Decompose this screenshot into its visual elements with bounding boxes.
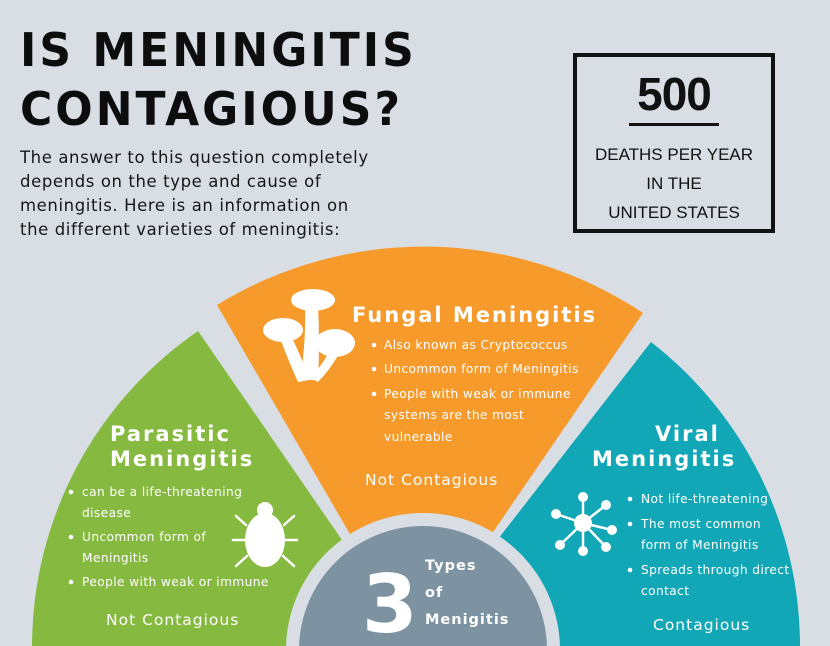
fungal-bullet-3: People with weak or immune — [384, 387, 571, 401]
viral-title-line-2: Meningitis — [592, 447, 736, 471]
viral-bullet-1: Not life-threatening — [641, 492, 768, 506]
title-line-1: Is Meningitis — [20, 24, 417, 78]
bullet-dot — [68, 489, 74, 495]
center-label-types: Types — [425, 558, 476, 574]
parasitic-bullets: can be a life-threatening disease Uncomm… — [68, 485, 269, 589]
fungal-bullet-3-cont: systems are the most — [384, 408, 524, 422]
bug-icon — [231, 502, 299, 568]
viral-bullets: Not life-threatening The most common for… — [627, 492, 790, 598]
parasitic-bullet-2: Uncommon form of — [82, 530, 206, 544]
fungal-bullets: Also known as Cryptococcus Uncommon form… — [371, 338, 579, 444]
bullet-dot — [371, 391, 377, 397]
viral-bullet-2: The most common — [640, 517, 761, 531]
parasitic-bullet-2-cont: Meningitis — [82, 551, 149, 565]
center-circle-inner — [299, 526, 547, 646]
bullet-dot — [627, 567, 633, 573]
center-label-of: of — [425, 585, 443, 601]
bullet-dot — [627, 496, 633, 502]
viral-bullet-3: Spreads through direct — [641, 563, 790, 577]
bullet-dot — [371, 366, 377, 372]
virus-icon — [551, 492, 617, 556]
center-label-menigitis: Menigitis — [425, 612, 509, 628]
intro-text: The answer to this question completely d… — [20, 148, 369, 239]
bullet-dot — [371, 342, 377, 348]
parasitic-title-line-1: Parasitic — [110, 422, 231, 446]
viral-title-line-1: Viral — [655, 422, 720, 446]
center-number: 3 — [362, 558, 418, 646]
fungal-bullet-2: Uncommon form of Meningitis — [384, 362, 579, 376]
parasitic-title-line-2: Meningitis — [110, 447, 254, 471]
bullet-dot — [68, 534, 74, 540]
stat-number: 500 — [629, 65, 719, 126]
fungal-bullet-3-cont2: vulnerable — [384, 430, 453, 444]
parasitic-bullet-1-cont: disease — [82, 506, 131, 520]
viral-status: Contagious — [653, 616, 750, 634]
fungal-title: Fungal Meningitis — [352, 303, 597, 327]
bullet-dot — [627, 521, 633, 527]
stat-caption: DEATHS PER YEAR IN THE UNITED STATES — [594, 145, 754, 222]
viral-bullet-3-cont: contact — [641, 584, 689, 598]
fungal-status: Not Contagious — [365, 471, 498, 489]
parasitic-status: Not Contagious — [106, 611, 239, 629]
fungal-bullet-1: Also known as Cryptococcus — [384, 338, 568, 352]
parasitic-bullet-1: can be a life-threatening — [82, 485, 242, 499]
page-title: Is Meningitis Contagious? — [20, 22, 417, 140]
title-line-2: Contagious? — [20, 82, 404, 137]
deaths-stat-box: 500 DEATHS PER YEAR IN THE UNITED STATES — [573, 53, 775, 233]
parasitic-bullet-3: People with weak or immune — [82, 575, 269, 589]
viral-bullet-2-cont: form of Meningitis — [641, 538, 759, 552]
bullet-dot — [68, 579, 74, 585]
mushroom-icon — [263, 289, 355, 382]
